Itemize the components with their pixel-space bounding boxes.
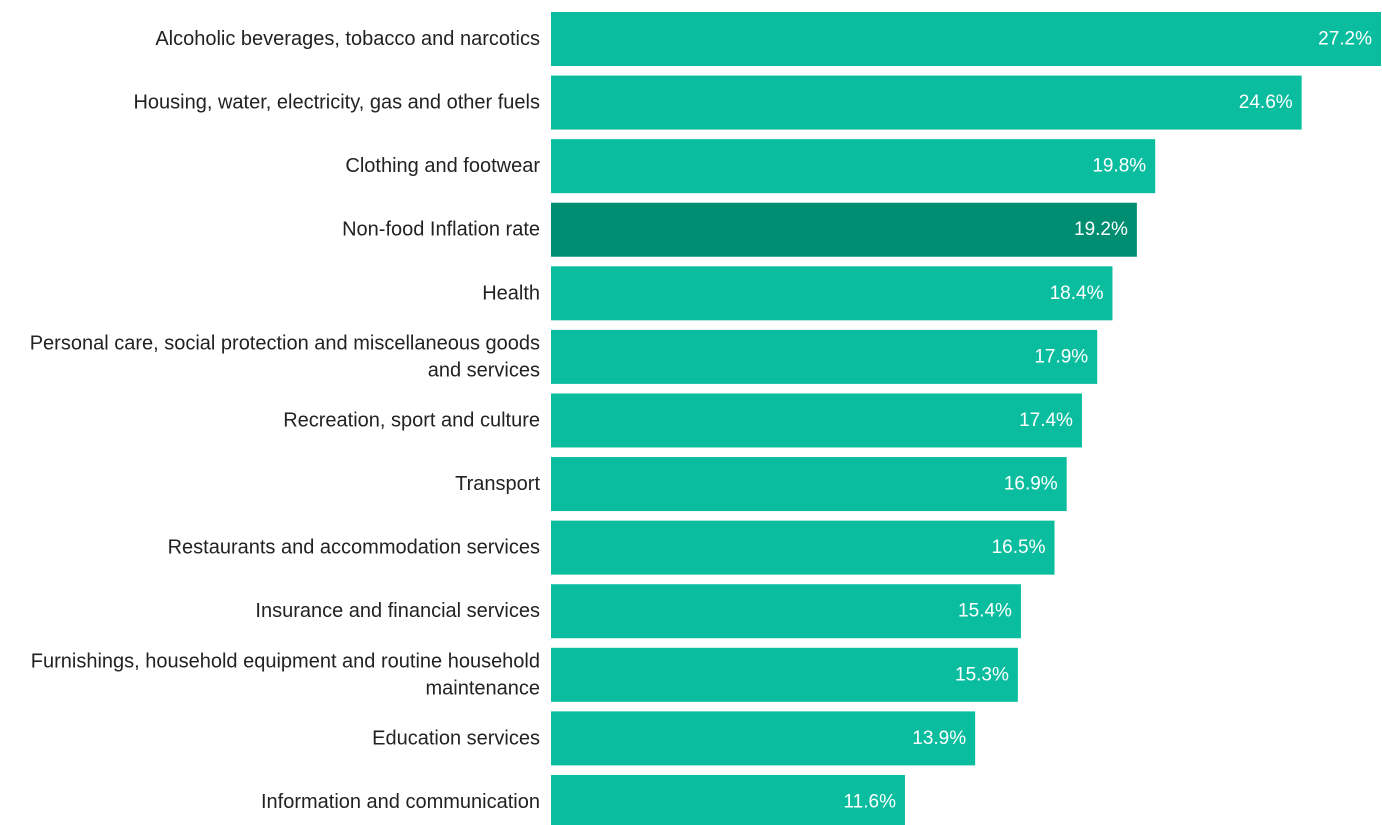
bar — [551, 12, 1381, 66]
category-label: Furnishings, household equipment and rou… — [31, 650, 540, 699]
category-label: Information and communication — [261, 791, 540, 813]
category-label: Housing, water, electricity, gas and oth… — [133, 92, 540, 114]
value-label: 24.6% — [1239, 92, 1293, 113]
bar — [551, 75, 1302, 130]
bar — [551, 584, 1021, 639]
value-label: 27.2% — [1318, 29, 1372, 50]
value-label: 17.4% — [1019, 410, 1073, 431]
bar — [551, 711, 976, 766]
category-label: Restaurants and accommodation services — [168, 537, 540, 559]
value-label: 11.6% — [844, 791, 897, 812]
bar — [551, 520, 1055, 575]
bar — [551, 647, 1018, 702]
value-label: 13.9% — [912, 728, 966, 749]
value-label: 18.4% — [1050, 283, 1104, 304]
category-label: Recreation, sport and culture — [283, 409, 540, 431]
category-label: Education services — [372, 727, 540, 749]
value-label: 15.3% — [955, 664, 1009, 685]
category-label: Clothing and footwear — [345, 155, 540, 177]
value-labels-group: 27.2% 24.6% 19.8% 19.2% 18.4% 17.9% 17.4% 16.9%… — [844, 29, 1373, 813]
value-label: 19.2% — [1074, 219, 1128, 240]
category-label: Alcoholic beverages, tobacco and narcoti… — [155, 28, 540, 50]
bar — [551, 393, 1082, 448]
value-label: 16.5% — [992, 537, 1046, 558]
category-label: Non-food Inflation rate — [342, 219, 540, 241]
category-label: Personal care, social protection and mis… — [30, 332, 540, 381]
bar-highlight — [551, 202, 1137, 257]
bar — [551, 139, 1156, 194]
value-label: 17.9% — [1034, 346, 1088, 367]
category-label: Health — [482, 282, 540, 304]
value-label: 15.4% — [958, 601, 1012, 622]
value-label: 19.8% — [1092, 156, 1146, 177]
category-label: Transport — [455, 473, 540, 495]
category-labels-group: Alcoholic beverages, tobacco and narcoti… — [30, 28, 541, 813]
bar — [551, 774, 905, 825]
bars-group — [551, 12, 1381, 825]
bar — [551, 266, 1113, 321]
bar — [551, 457, 1067, 512]
bar — [551, 329, 1098, 384]
category-label: Insurance and financial services — [255, 600, 540, 622]
value-label: 16.9% — [1004, 474, 1058, 495]
